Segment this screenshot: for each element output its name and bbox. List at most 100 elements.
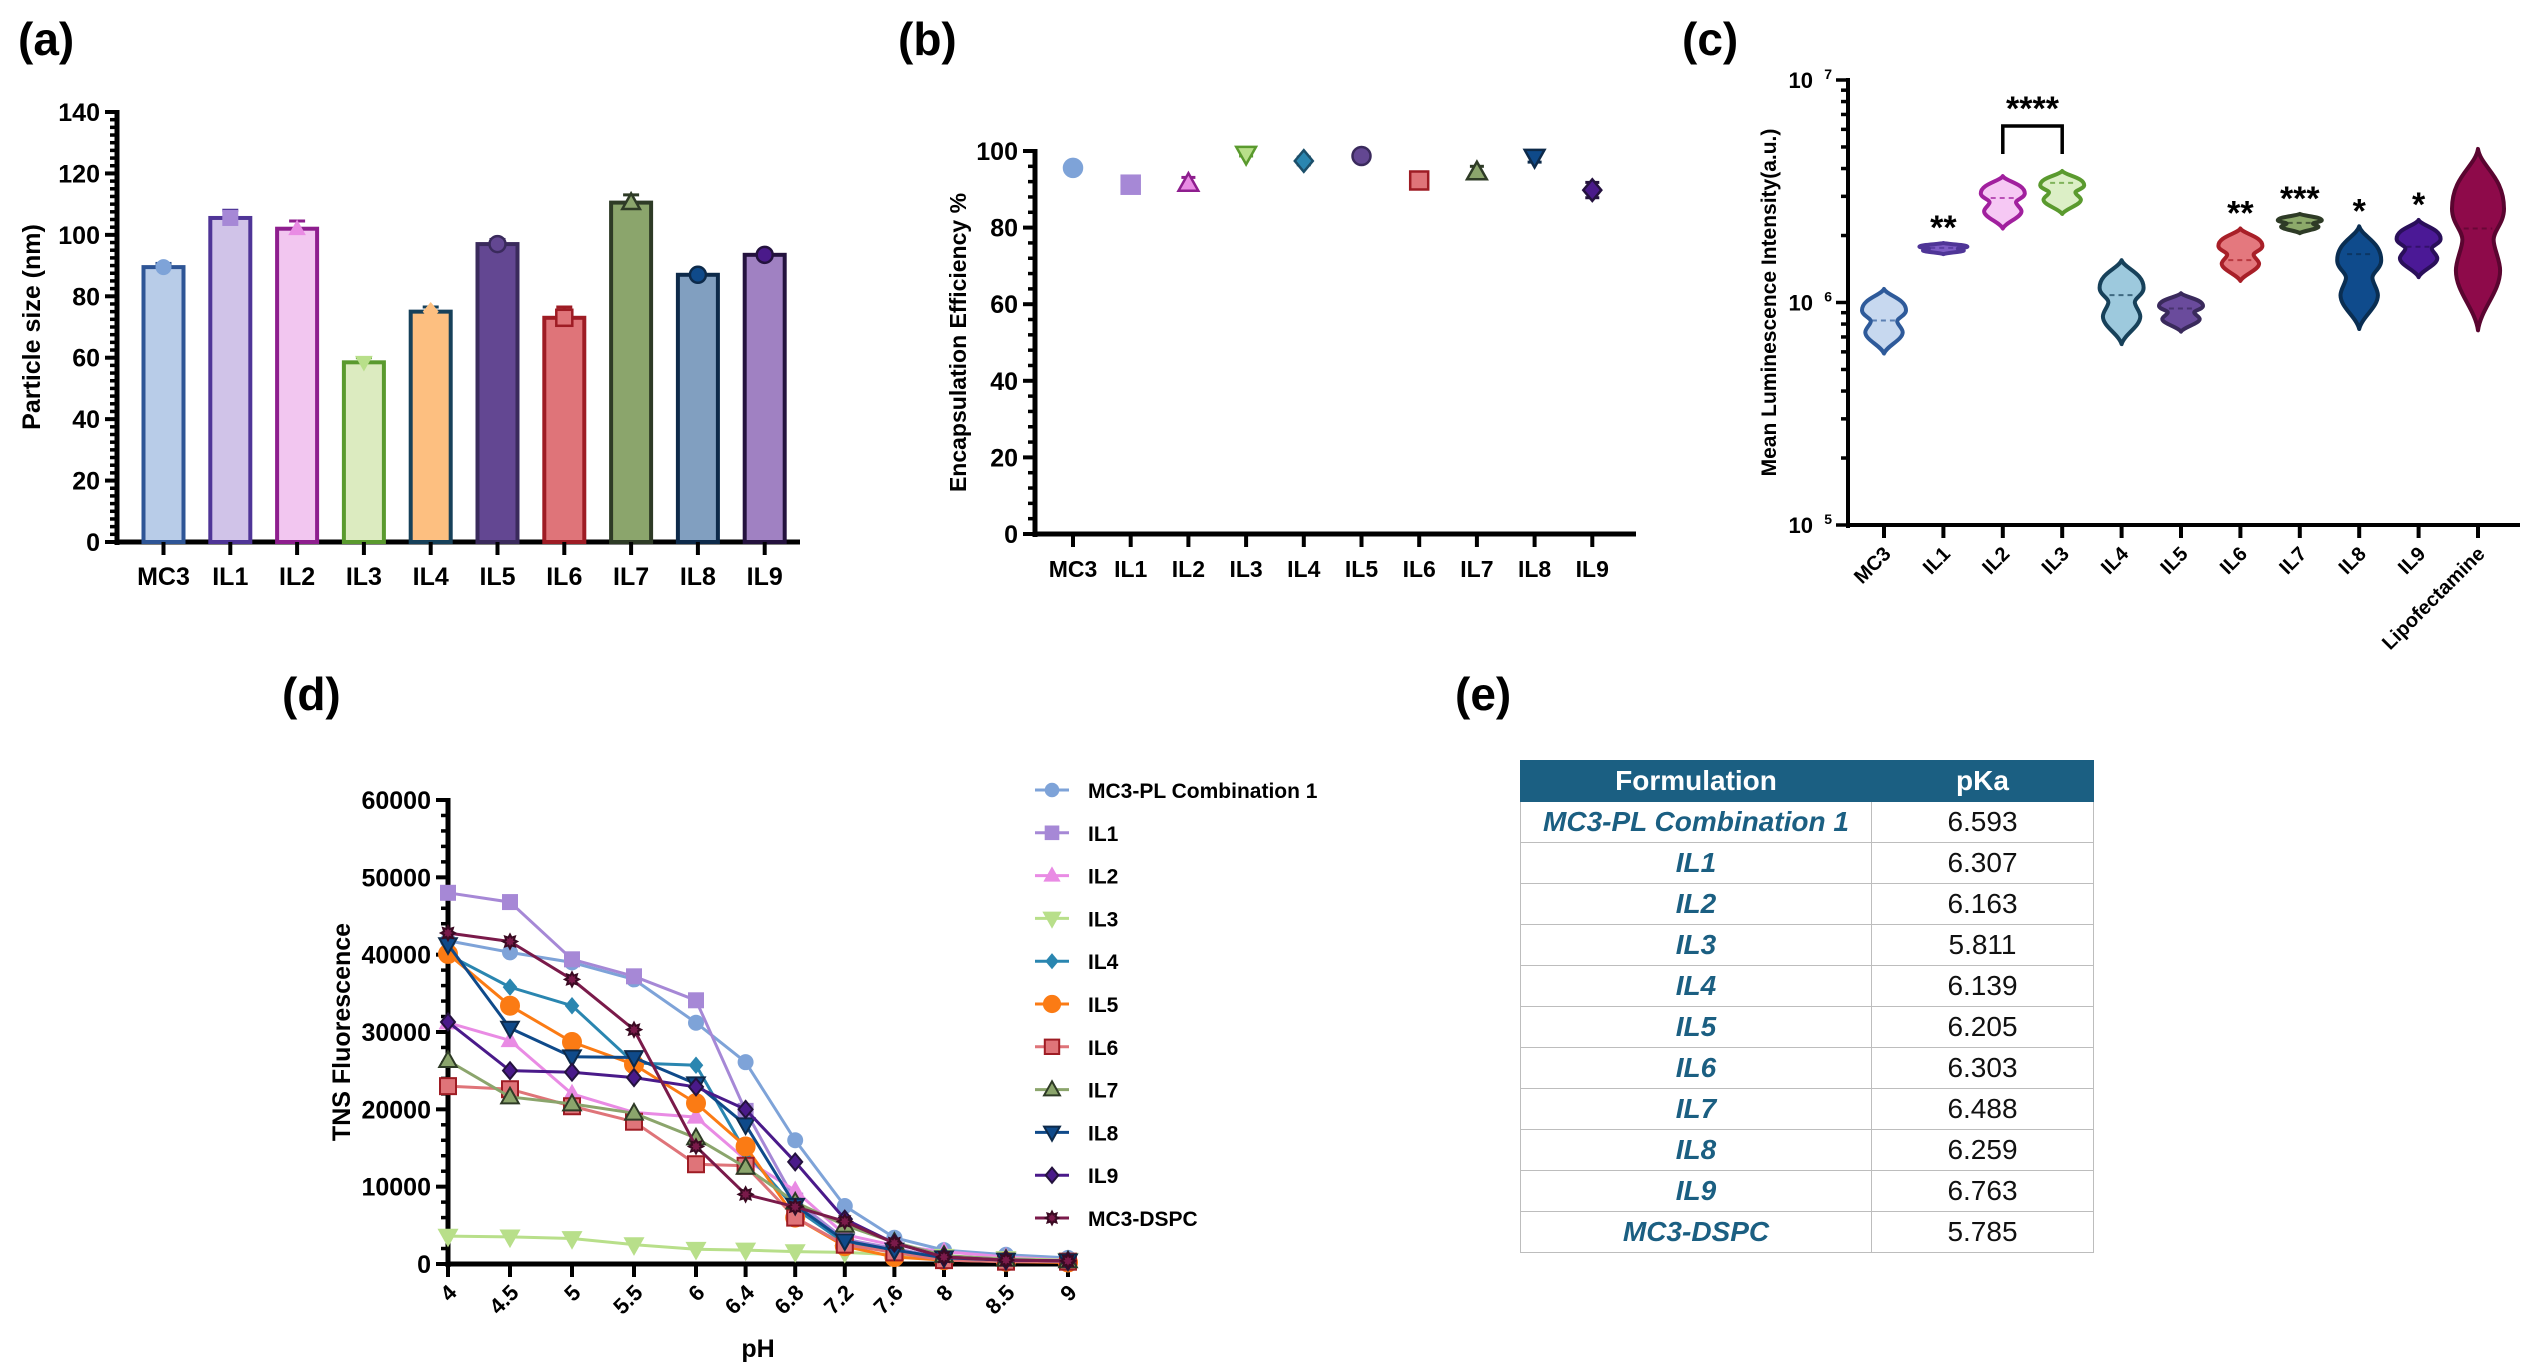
pka-table: Formulation pKa MC3-PL Combination 1 6.59… xyxy=(1520,760,2094,1253)
a-x-tick-label: IL1 xyxy=(212,563,248,591)
a-y-tick-label: 80 xyxy=(72,283,100,311)
point-IL3 xyxy=(355,355,373,372)
data-point xyxy=(996,1250,1016,1270)
d-x-tick-label: 6.8 xyxy=(769,1280,808,1319)
c-x-tick-label: MC3 xyxy=(1850,543,1895,588)
point-IL3 xyxy=(1234,145,1259,167)
d-x-tick-label: 4.5 xyxy=(484,1280,523,1319)
point-IL1 xyxy=(1120,174,1141,195)
data-point xyxy=(737,1054,754,1071)
a-y-tick-label: 40 xyxy=(72,406,100,434)
data-point xyxy=(686,1137,706,1156)
formulation-cell: IL2 xyxy=(1520,883,1872,925)
significance-IL8: * xyxy=(2353,192,2367,230)
c-x-tick-label: IL7 xyxy=(2275,543,2311,579)
bar-IL1 xyxy=(208,215,253,544)
panel-label-c: (c) xyxy=(1682,13,1738,65)
series-il8 xyxy=(437,937,1079,1273)
c-x-tick-label: Lipofectamine xyxy=(2378,543,2489,654)
point-IL4 xyxy=(1293,148,1315,174)
violin-IL2 xyxy=(1978,174,2027,231)
formulation-cell: IL4 xyxy=(1520,965,1872,1007)
b-y-tick-label: 40 xyxy=(990,368,1018,396)
d-x-tick-label: 5 xyxy=(559,1280,585,1306)
bar-MC3 xyxy=(141,265,186,544)
pka-value-cell: 6.139 xyxy=(1871,965,2094,1007)
b-x-tick-label: IL9 xyxy=(1576,556,1609,582)
legend-marker xyxy=(1044,782,1060,798)
c-y-tick-exponent: 6 xyxy=(1824,289,1832,305)
b-x-tick-label: IL1 xyxy=(1114,556,1147,582)
series-line xyxy=(447,1021,1069,1262)
a-x-tick-label: IL2 xyxy=(279,563,315,591)
point-IL2 xyxy=(1176,170,1201,193)
a-x-tick-label: IL9 xyxy=(747,563,783,591)
legend-label: IL9 xyxy=(1088,1165,1118,1188)
series-line xyxy=(447,953,1069,1263)
data-point xyxy=(561,1092,583,1112)
legend-marker xyxy=(1042,994,1062,1014)
data-point xyxy=(502,894,518,911)
data-point xyxy=(500,932,520,951)
d-x-tick-label: 6 xyxy=(683,1280,709,1306)
legend-label: IL4 xyxy=(1088,951,1119,974)
d-y-tick-label: 30000 xyxy=(361,1019,431,1047)
data-point xyxy=(736,1185,755,1204)
formulation-cell: IL9 xyxy=(1520,1170,1872,1212)
table-row: MC3-DSPC 5.785 xyxy=(1520,1211,2094,1253)
table-row: IL2 6.163 xyxy=(1520,883,2094,925)
data-point xyxy=(735,1242,757,1262)
data-point xyxy=(439,1077,457,1096)
c-y-tick-label: 10 xyxy=(1789,68,1813,93)
c-y-tick-exponent: 5 xyxy=(1824,511,1832,527)
d-y-tick-label: 40000 xyxy=(361,942,431,970)
data-point xyxy=(437,1228,459,1248)
c-y-tick-label: 10 xyxy=(1789,513,1813,538)
d-x-tick-label: 5.5 xyxy=(608,1280,647,1319)
series-line xyxy=(447,1059,1069,1263)
formulation-cell: IL6 xyxy=(1520,1047,1872,1089)
violin-IL8 xyxy=(2335,224,2384,332)
series-line xyxy=(447,931,1069,1263)
violin-IL6 xyxy=(2216,226,2265,283)
b-x-tick-label: IL6 xyxy=(1403,556,1436,582)
legend-label: IL1 xyxy=(1088,823,1119,846)
b-y-tick-label: 100 xyxy=(976,138,1018,166)
violin-IL3 xyxy=(2038,168,2087,216)
d-x-tick-label: 4 xyxy=(435,1279,462,1306)
data-point xyxy=(564,996,580,1015)
series-line xyxy=(447,1084,1068,1264)
c-y-axis-title: Mean Luminescence Intensity(a.u.) xyxy=(1758,129,1781,477)
legend-marker xyxy=(1044,1166,1060,1185)
data-point xyxy=(563,1062,581,1083)
pka-value-cell: 6.488 xyxy=(1871,1088,2094,1130)
c-x-tick-label: IL5 xyxy=(2157,543,2193,579)
panel-label-e: (e) xyxy=(1455,668,1511,720)
data-point xyxy=(438,923,458,943)
a-y-tick-label: 120 xyxy=(58,160,100,188)
data-point xyxy=(440,884,456,901)
data-point xyxy=(737,1099,754,1120)
legend-label: MC3-PL Combination 1 xyxy=(1088,780,1318,803)
significance-IL9: * xyxy=(2412,186,2426,224)
table-row: IL4 6.139 xyxy=(1520,965,2094,1007)
b-x-tick-label: IL5 xyxy=(1345,556,1378,582)
point-IL8 xyxy=(1522,148,1547,171)
data-point xyxy=(626,968,642,985)
bar-IL6 xyxy=(542,315,587,544)
d-x-tick-label: 9 xyxy=(1055,1280,1081,1306)
pka-value-cell: 6.205 xyxy=(1871,1006,2094,1048)
data-point xyxy=(685,1241,707,1261)
b-x-tick-label: IL8 xyxy=(1518,556,1551,582)
series-line xyxy=(446,943,1069,1263)
series-line xyxy=(447,891,1069,1263)
point-IL1 xyxy=(222,209,239,226)
table-row: IL6 6.303 xyxy=(1520,1047,2094,1089)
data-point xyxy=(499,1229,521,1249)
series-mc3-dspc xyxy=(438,923,1078,1271)
violin-IL9 xyxy=(2394,217,2443,280)
data-point xyxy=(885,1233,904,1253)
a-x-tick-label: IL8 xyxy=(680,563,716,591)
series-il2 xyxy=(438,1012,1078,1267)
